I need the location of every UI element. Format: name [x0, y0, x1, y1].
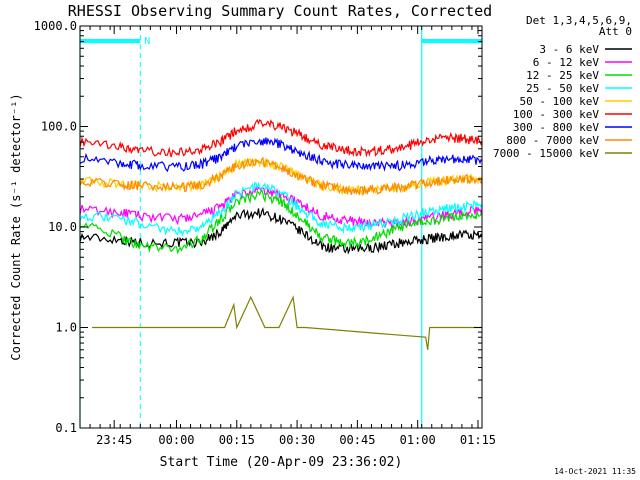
y-tick-label: 10.0	[48, 220, 77, 234]
x-tick-label: 00:30	[279, 433, 315, 447]
footer-date: 14-Oct-2021 11:35	[554, 467, 636, 476]
x-tick-label: 00:00	[158, 433, 194, 447]
y-axis: 0.1 1.0 10.0 100.0 1000.0	[34, 19, 482, 435]
y-tick-label: 1.0	[55, 321, 77, 335]
y-tick-label: 1000.0	[34, 19, 77, 33]
legend-entry-label: 100 - 300 keV	[513, 108, 599, 121]
legend-entry-label: 7000 - 15000 keV	[493, 147, 599, 160]
series-line	[79, 118, 483, 158]
series-line	[79, 137, 483, 173]
x-tick-label: 23:45	[96, 433, 132, 447]
legend-entry-label: 800 - 7000 keV	[506, 134, 599, 147]
x-axis-label: Start Time (20-Apr-09 23:36:02)	[160, 455, 403, 470]
legend-entry-label: 50 - 100 keV	[520, 95, 600, 108]
marker-label: N	[144, 36, 150, 47]
x-tick-label: 01:15	[460, 433, 496, 447]
x-axis: 23:45 00:00 00:15 00:30 00:45 01:00 01:15	[79, 26, 496, 447]
legend-entry-label: 3 - 6 keV	[539, 43, 599, 56]
x-tick-label: 01:00	[400, 433, 436, 447]
series-line	[79, 206, 483, 255]
series-line	[79, 189, 483, 255]
x-tick-label: 00:15	[219, 433, 255, 447]
legend-entry-label: 25 - 50 keV	[526, 82, 599, 95]
legend-entry-label: 12 - 25 keV	[526, 69, 599, 82]
series-layer	[79, 118, 483, 350]
y-tick-label: 100.0	[41, 120, 77, 134]
y-axis-label: Corrected Count Rate (s⁻¹ detector⁻¹)	[9, 93, 23, 360]
series-line	[79, 156, 483, 196]
legend-entry-label: 300 - 800 keV	[513, 121, 599, 134]
x-tick-label: 00:45	[339, 433, 375, 447]
series-line	[92, 295, 482, 350]
legend-header: Att 0	[599, 25, 632, 38]
series-line	[79, 181, 483, 238]
chart-title: RHESSI Observing Summary Count Rates, Co…	[68, 2, 492, 20]
series-line	[79, 157, 483, 197]
legend-header: Det 1,3,4,5,6,9,	[526, 14, 632, 27]
legend-entry-label: 6 - 12 keV	[533, 56, 600, 69]
y-tick-label: 0.1	[55, 421, 77, 435]
